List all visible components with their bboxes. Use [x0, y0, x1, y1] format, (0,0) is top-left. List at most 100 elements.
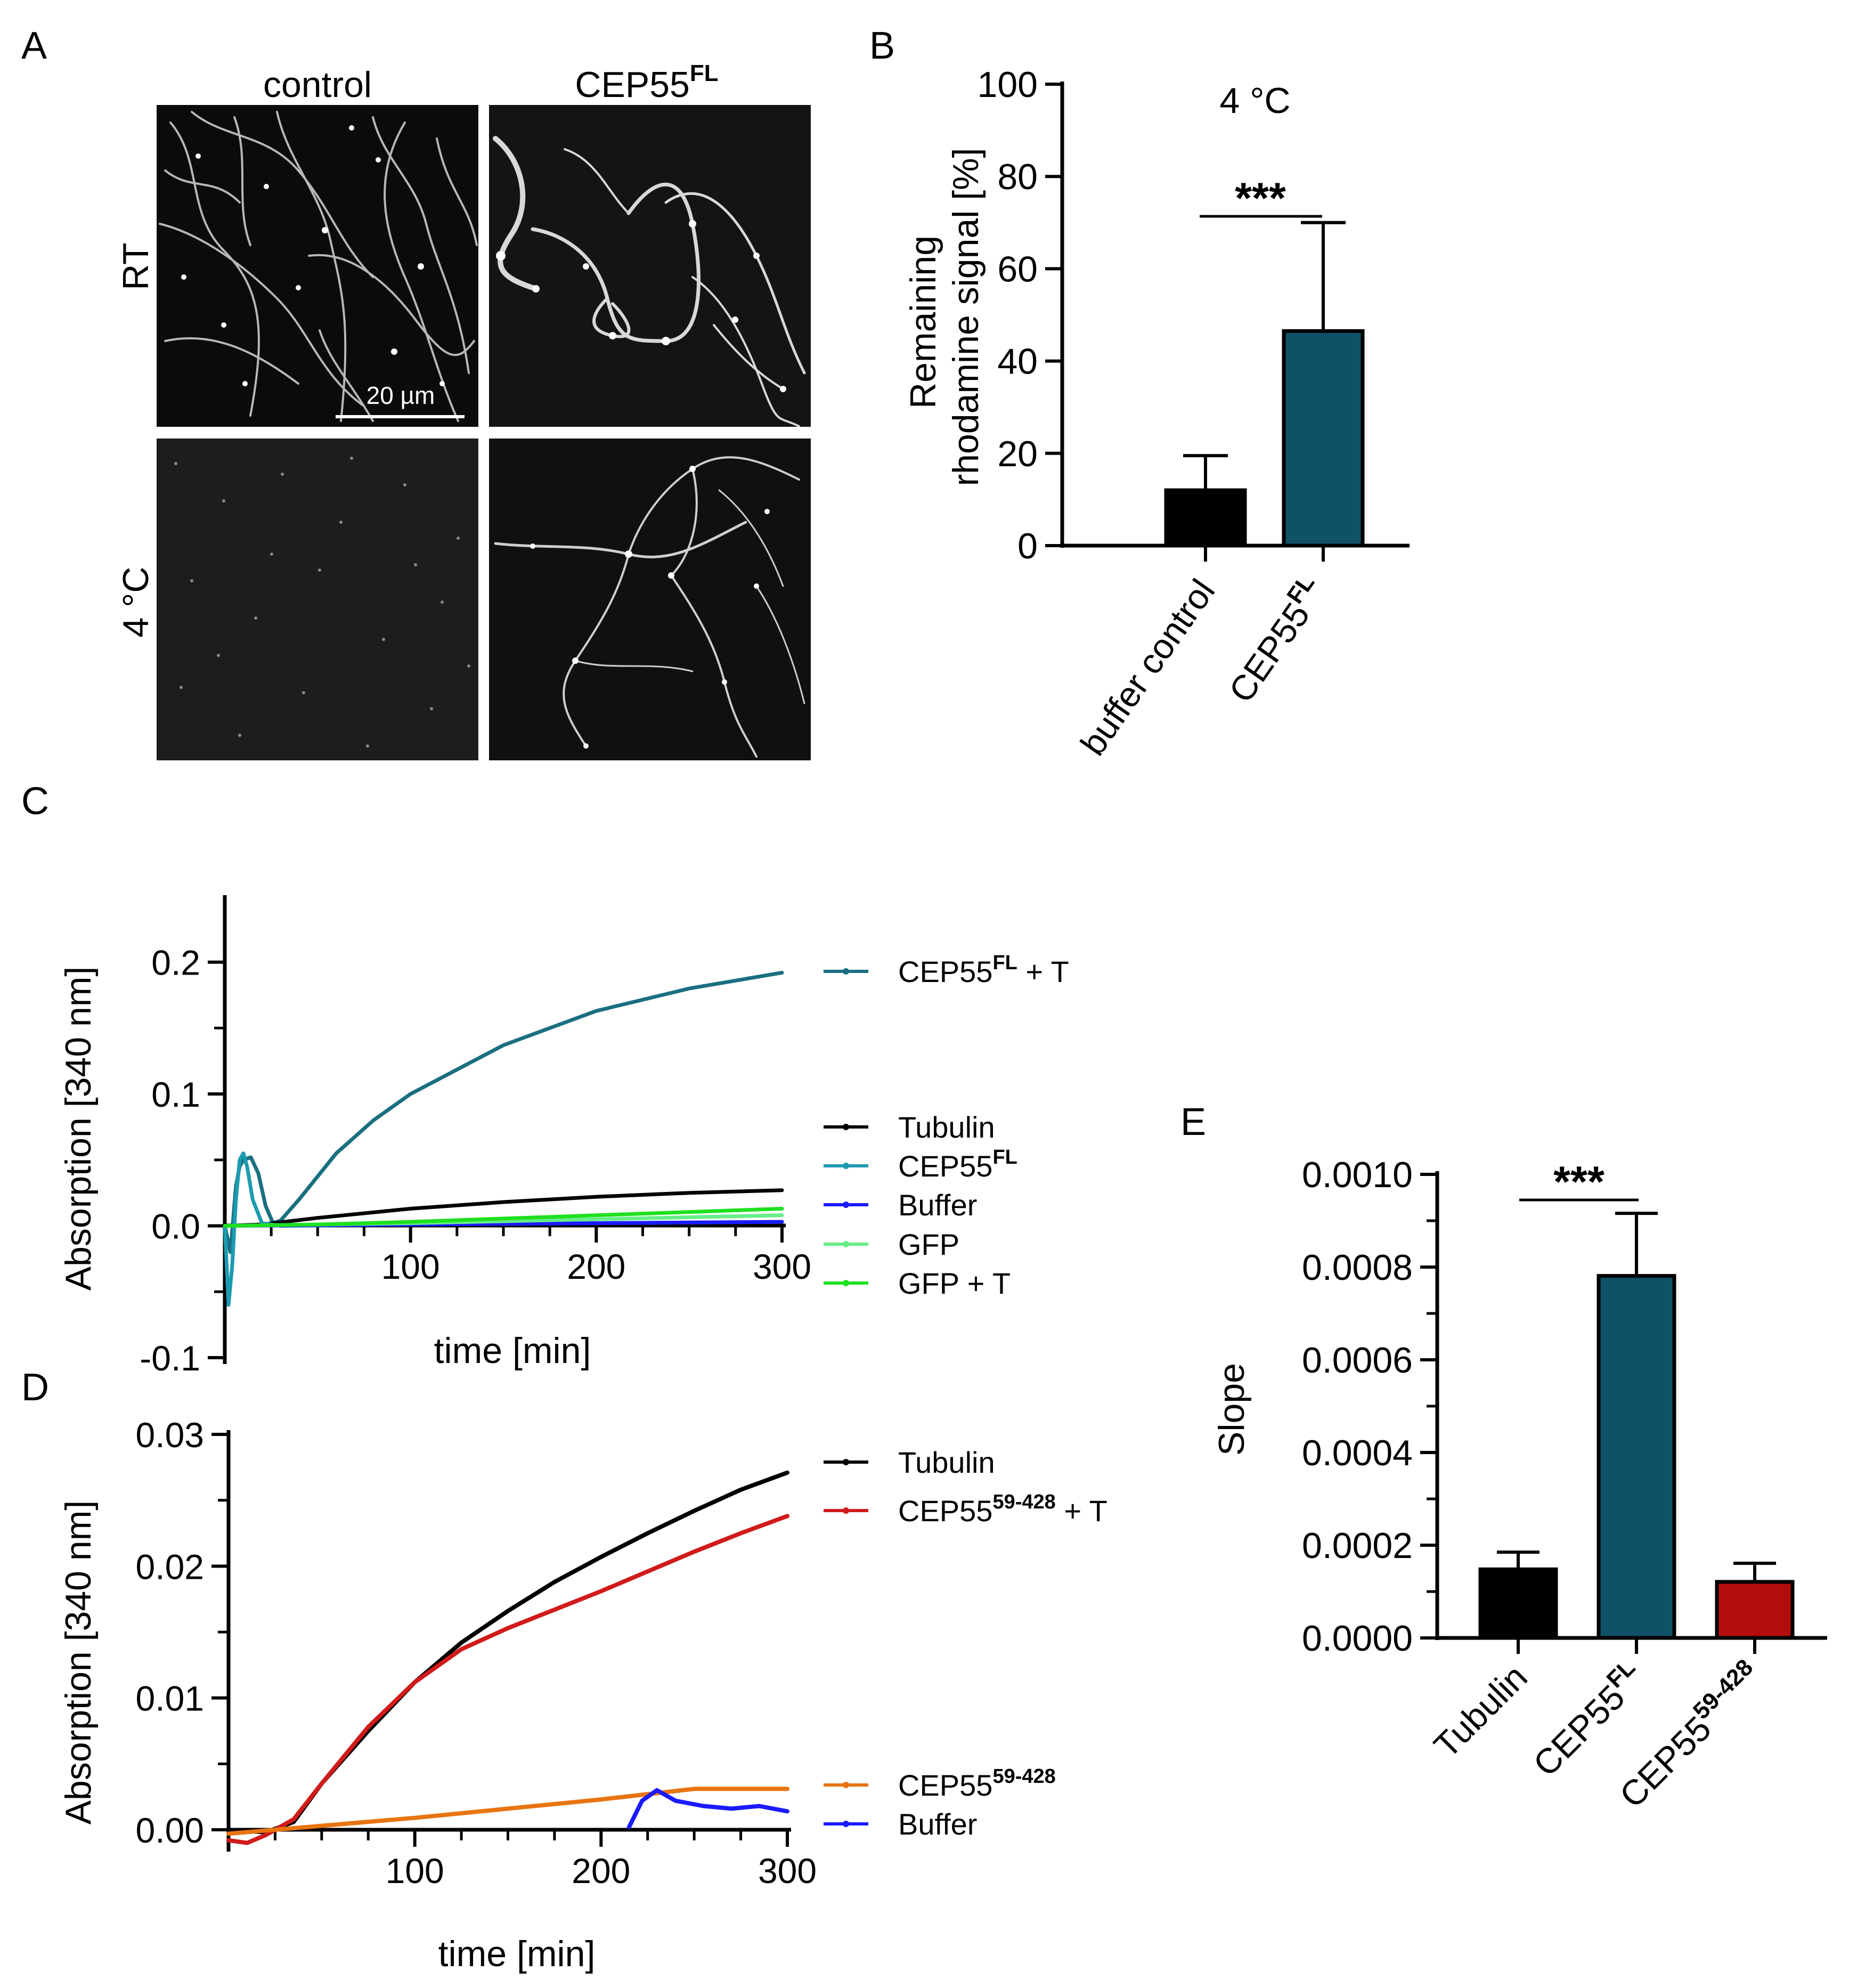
panel-letter-a: A [21, 25, 47, 67]
legend-marker [843, 1280, 849, 1286]
chart-e-category-labels: Tubulin CEP55FL CEP5559-428 [1426, 1654, 1758, 1815]
series-line [226, 1470, 789, 1835]
y-tick-label: 0.2 [151, 943, 200, 983]
x-tick-label: 100 [381, 1247, 440, 1286]
chart-e-significance-stars: *** [1553, 1158, 1604, 1206]
chart-d-series [226, 1470, 789, 1845]
legend-label: CEP5559-428 + T [898, 1491, 1107, 1528]
legend-label: CEP55FL + T [898, 952, 1069, 988]
micrograph-4c-control [157, 439, 478, 760]
y-tick-label: 0.0008 [1302, 1247, 1413, 1288]
y-tick-label: 0 [1017, 526, 1038, 566]
y-tick-label: 80 [997, 157, 1038, 197]
y-tick-label: 0.0010 [1302, 1155, 1413, 1195]
chart-b-bars [1164, 221, 1365, 562]
col-header-control: control [263, 64, 372, 105]
legend-item: GFP [824, 1228, 959, 1261]
legend-label: Buffer [898, 1807, 977, 1841]
y-tick-label: 0.0000 [1302, 1618, 1413, 1659]
col-header-cep55fl: CEP55FL [575, 60, 718, 105]
row-header-rt: RT [116, 242, 156, 290]
series-line [626, 1788, 789, 1830]
chart-c-ticks: -0.1 0.0 0.1 0.2 100 200 300 [140, 943, 811, 1378]
y-tick-label: 0.0006 [1302, 1340, 1413, 1381]
y-tick-label: 0.1 [151, 1075, 200, 1114]
puncta-rt-control [181, 125, 445, 386]
y-tick-label: 0.00 [136, 1811, 204, 1850]
chart-b-ticks: 0 20 40 60 80 100 [978, 64, 1062, 566]
legend-label: Tubulin [898, 1446, 995, 1479]
legend-item: CEP5559-428 [824, 1765, 1056, 1802]
row-header-4c: 4 °C [116, 566, 156, 637]
x-tick-label: 300 [753, 1247, 811, 1286]
chart-c-ylabel: Absorption [340 nm] [58, 967, 99, 1291]
bar [1478, 1567, 1558, 1640]
chart-b-annotation: 4 °C [1219, 80, 1290, 121]
legend-item: CEP55FL [824, 1146, 1017, 1183]
panel-d: D Absorption [340 nm] 0.00 0.01 0.02 0.03 10… [21, 1366, 1107, 1974]
y-tick-label: 0.0002 [1302, 1526, 1413, 1566]
bar [1715, 1580, 1795, 1640]
legend-item: Buffer [824, 1807, 977, 1841]
puncta-4c-cep55fl [530, 466, 770, 749]
chart-b-ylabel: Remaining rhodamine signal [%] [903, 148, 986, 486]
legend-item: Tubulin [824, 1446, 995, 1479]
x-tick-label: 200 [572, 1851, 630, 1890]
chart-e-category-label: CEP55FL [1523, 1654, 1652, 1784]
bar [1597, 1274, 1676, 1640]
legend-marker [843, 1163, 849, 1169]
legend-marker [843, 1507, 849, 1514]
panel-letter-d: D [21, 1366, 49, 1409]
chart-b-category-labels: buffer control CEP55FL [1073, 570, 1320, 762]
panel-c: C Absorption [340 nm] -0.1 0.0 0.1 0.2 100 20… [21, 780, 1069, 1378]
y-tick-label: 0.0004 [1302, 1433, 1413, 1473]
legend-marker [843, 1124, 849, 1130]
chart-e-ylabel: Slope [1211, 1363, 1252, 1456]
legend-marker [843, 1821, 849, 1827]
legend-item: CEP5559-428 + T [824, 1491, 1107, 1528]
panel-letter-c: C [21, 780, 49, 823]
micrograph-4c-cep55fl [489, 439, 811, 760]
chart-c-xlabel: time [min] [434, 1330, 591, 1371]
legend-label: Tubulin [898, 1110, 995, 1144]
filaments-rt-cep55fl [493, 136, 806, 427]
chart-d-ylabel: Absorption [340 nm] [58, 1500, 99, 1825]
legend-label: CEP55FL [898, 1146, 1017, 1183]
chart-e-category-label: Tubulin [1426, 1657, 1535, 1766]
chart-d-xlabel: time [min] [438, 1934, 596, 1974]
panel-a: A control CEP55FL RT 4 °C [21, 25, 811, 760]
legend-item: CEP55FL + T [824, 952, 1069, 988]
bar [1282, 329, 1365, 548]
y-tick-label: 0.02 [136, 1547, 204, 1586]
micrograph-rt-control [157, 105, 478, 427]
x-tick-label: 300 [758, 1851, 817, 1890]
puncta-4c-control [174, 457, 470, 748]
panel-letter-e: E [1180, 1101, 1206, 1143]
chart-b-significance: *** [1200, 174, 1322, 223]
y-tick-label: 100 [978, 64, 1038, 105]
legend-item: Tubulin [824, 1110, 995, 1144]
chart-b-category-label: buffer control [1073, 572, 1223, 762]
legend-label: CEP5559-428 [898, 1765, 1056, 1802]
scale-bar: 20 µm [336, 382, 465, 418]
chart-d-legend: Tubulin CEP5559-428 + T CEP5559-428 Buffer [824, 1446, 1107, 1841]
scale-bar-label: 20 µm [366, 382, 435, 409]
legend-marker [843, 1241, 849, 1247]
legend-label: Buffer [898, 1188, 977, 1222]
chart-e-ticks: 0.0000 0.0002 0.0004 0.0006 0.0008 0.0010 [1302, 1155, 1437, 1659]
y-tick-label: 20 [997, 434, 1038, 474]
x-tick-label: 200 [567, 1247, 625, 1286]
panel-b: B 4 °C Remaining rhodamine signal [%] 0 2… [869, 25, 1410, 762]
y-tick-label: 60 [997, 249, 1038, 289]
legend-item: Buffer [824, 1188, 977, 1222]
y-tick-label: 0.0 [151, 1207, 200, 1246]
x-tick-label: 100 [386, 1851, 444, 1890]
panel-letter-b: B [869, 25, 895, 67]
legend-marker [843, 1782, 849, 1788]
panel-e: E Slope 0.00000.00020.00040.00060.00080.… [1180, 1101, 1827, 1815]
filaments-rt-control [159, 111, 478, 422]
y-tick-label: 0.03 [136, 1415, 204, 1455]
chart-d-ticks: 0.00 0.01 0.02 0.03 100 200 300 [136, 1415, 817, 1890]
